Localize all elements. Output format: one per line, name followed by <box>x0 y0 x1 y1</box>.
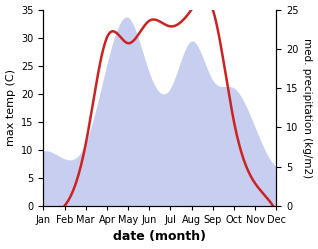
Y-axis label: max temp (C): max temp (C) <box>5 69 16 146</box>
X-axis label: date (month): date (month) <box>113 230 206 244</box>
Y-axis label: med. precipitation (kg/m2): med. precipitation (kg/m2) <box>302 38 313 178</box>
